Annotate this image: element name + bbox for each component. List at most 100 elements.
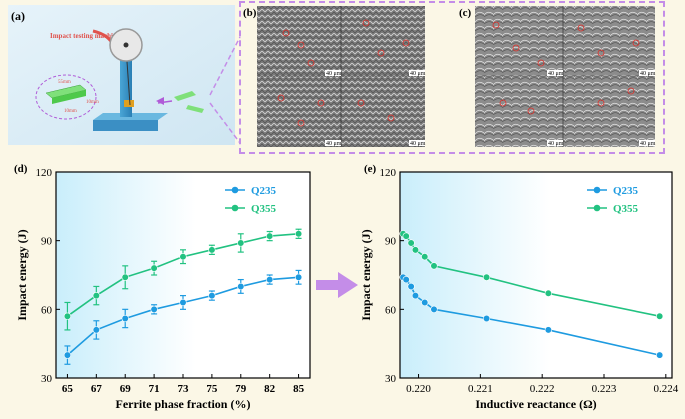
x-tick-label: 69 (120, 383, 132, 395)
data-point-q355 (407, 239, 415, 247)
dimple-marker (537, 59, 545, 67)
impact-machine-illustration: (a) Impact testing machine 55mm 10mm 10m… (8, 5, 235, 145)
chart-arrow-head (338, 272, 358, 298)
x-tick-label: 85 (293, 383, 305, 395)
dimple-marker (307, 59, 315, 67)
data-point-q235 (430, 305, 438, 313)
broken-specimen-2 (186, 105, 204, 113)
chart-arrow (316, 272, 358, 298)
x-tick-label: 0.224 (653, 383, 678, 395)
dimple-marker (492, 21, 500, 29)
x-tick-label: 0.223 (592, 383, 617, 395)
y-tick-label: 120 (36, 167, 53, 179)
y-tick-label: 30 (41, 373, 53, 385)
data-point-q355 (402, 232, 410, 240)
chart-e-plot: 30 60 90 120 0.220 0.221 0.222 0.223 0.224 Induct… (359, 167, 679, 411)
scale-label: 40 μm (410, 141, 426, 147)
data-point-q235 (150, 305, 158, 313)
x-tick-label: 0.221 (468, 383, 493, 395)
data-point-q355 (179, 253, 187, 261)
dimple-marker (387, 114, 395, 122)
micrograph-c (475, 6, 655, 147)
x-tick-label: 65 (62, 383, 74, 395)
data-point-q355 (150, 264, 158, 272)
data-point-q355 (121, 273, 129, 281)
scale-label: 40 μm (410, 71, 426, 77)
scale-label: 40 μm (640, 141, 656, 147)
dimple-marker (362, 19, 370, 27)
x-tick-label: 67 (91, 383, 103, 395)
chart-d: (d) 30 60 90 120 65 67 69 71 73 75 79 82 85 Ferrite p… (14, 163, 311, 411)
specimen-holder (124, 100, 134, 107)
data-point-q355 (421, 253, 429, 261)
legend-marker (231, 186, 239, 194)
data-point-q235 (411, 292, 420, 300)
x-tick-label: 0.220 (406, 383, 431, 395)
specimen-callout (35, 74, 97, 120)
dimple-marker (597, 49, 605, 57)
data-point-q235 (266, 275, 274, 284)
y-tick-label: 60 (41, 304, 53, 316)
dimple-marker (282, 29, 290, 37)
dimple-marker (277, 94, 285, 102)
dimple-marker (377, 49, 385, 57)
chart-e: (e) 30 60 90 120 0.220 0.221 0.222 0.223 0.224 In… (359, 163, 679, 411)
data-point-q235 (656, 351, 664, 359)
scale-box (639, 70, 655, 76)
data-point-q235 (482, 314, 491, 323)
scale-box (409, 70, 425, 76)
dimple-marker (317, 99, 325, 107)
scale-box (409, 140, 425, 146)
data-point-q235 (544, 326, 552, 334)
micrograph-frame (239, 1, 665, 154)
broken-specimen-1 (174, 91, 196, 101)
legend-marker (593, 186, 601, 194)
scale-label: 40 μm (326, 141, 342, 147)
panel-label-c: (c) (459, 7, 472, 19)
specimen-dim-height: 10mm (64, 109, 77, 114)
specimen-dim-length: 55mm (58, 80, 71, 85)
scale-box (547, 140, 563, 146)
data-point-q355 (92, 292, 100, 300)
data-point-q235 (421, 298, 429, 307)
machine-pillar (120, 55, 132, 117)
data-point-q235 (121, 314, 129, 323)
scale-label: 40 μm (548, 71, 564, 77)
chart-d-plot: 30 60 90 120 65 67 69 71 73 75 79 82 85 Ferrite phase… (15, 167, 311, 411)
y-tick-label: 120 (380, 167, 397, 179)
data-point-q235 (63, 351, 72, 359)
connector-line-upper (209, 36, 241, 96)
panel-label-e: (e) (364, 163, 377, 175)
dimple-markers (277, 19, 640, 127)
data-point-q235 (92, 326, 100, 334)
x-tick-label: 75 (206, 383, 218, 395)
data-point-q355 (411, 246, 420, 254)
data-point-q355 (63, 312, 72, 320)
data-point-q235 (407, 282, 415, 291)
scale-label: 40 μm (640, 71, 656, 77)
data-point-q235 (237, 282, 245, 291)
data-point-q355 (237, 239, 245, 247)
legend-marker (593, 204, 601, 212)
x-tick-label: 0.222 (530, 383, 555, 395)
data-point-q355 (208, 246, 216, 254)
scale-box (325, 140, 341, 146)
legend-label-q235: Q235 (251, 185, 277, 197)
chart-arrow-shaft (316, 280, 340, 290)
data-point-q235 (294, 273, 303, 281)
broken-arrowhead (156, 97, 164, 105)
data-point-q235 (402, 275, 410, 284)
dimple-marker (402, 39, 410, 47)
dimple-marker (632, 39, 640, 47)
scale-label: 40 μm (326, 71, 342, 77)
data-point-q355 (294, 230, 303, 238)
legend-label-q235: Q235 (613, 185, 639, 197)
data-point-q235 (208, 292, 216, 300)
data-point-q355 (430, 262, 438, 270)
x-axis-label: Ferrite phase fraction (%) (116, 397, 251, 411)
scale-box (547, 70, 563, 76)
scale-box (325, 70, 341, 76)
panel-a: (a) Impact testing machine 55mm 10mm 10m… (8, 5, 235, 145)
machine-label: Impact testing machine (50, 32, 120, 40)
dimple-marker (297, 41, 305, 49)
